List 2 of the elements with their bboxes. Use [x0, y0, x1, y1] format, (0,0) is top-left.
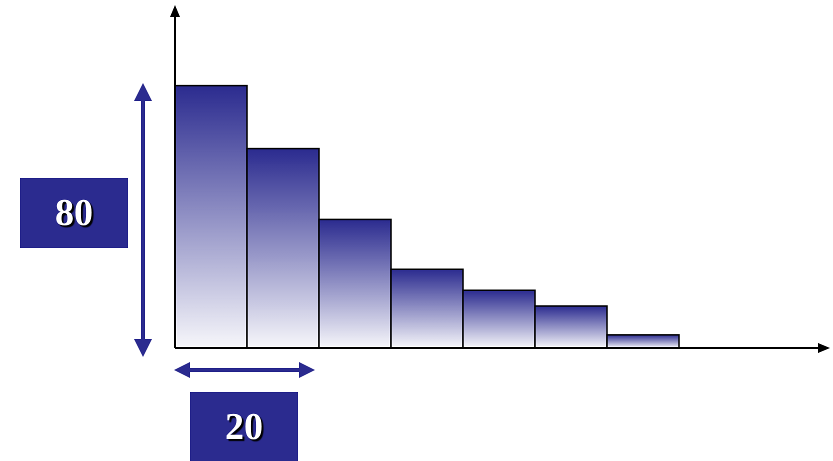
text: 80	[20, 178, 128, 248]
text: 20	[190, 392, 298, 461]
